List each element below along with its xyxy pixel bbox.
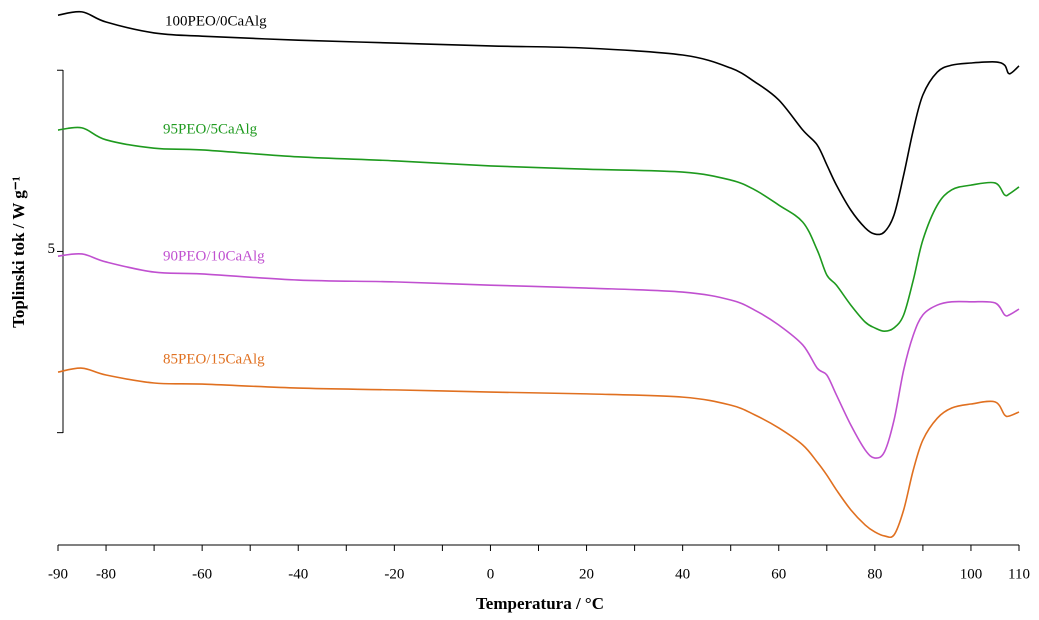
series-line [57,367,1020,539]
series-label: 85PEO/15CaAlg [163,351,265,367]
x-tick-label: 40 [675,566,690,582]
x-tick-label: -90 [48,566,68,582]
x-axis-label: Temperatura / °C [476,594,604,613]
x-tick-label: -80 [96,566,116,582]
y-axis-label: Toplinski tok / W g⁻¹ [9,176,28,328]
x-tick-label: 110 [1008,566,1030,582]
series-label: 90PEO/10CaAlg [163,248,265,264]
x-tick-label: 20 [579,566,594,582]
series-line [57,10,1020,236]
x-tick-label: 0 [487,566,495,582]
x-tick-label: -60 [192,566,212,582]
series-line [57,126,1020,332]
x-tick-label: -20 [384,566,404,582]
series-label: 100PEO/0CaAlg [165,13,267,29]
series-label: 95PEO/5CaAlg [163,121,258,137]
x-tick-label: 100 [960,566,983,582]
x-tick-label: -40 [288,566,308,582]
series-line [57,252,1020,459]
y-tick-label: 5 [48,241,56,257]
x-tick-label: 60 [771,566,786,582]
x-tick-label: 80 [867,566,882,582]
